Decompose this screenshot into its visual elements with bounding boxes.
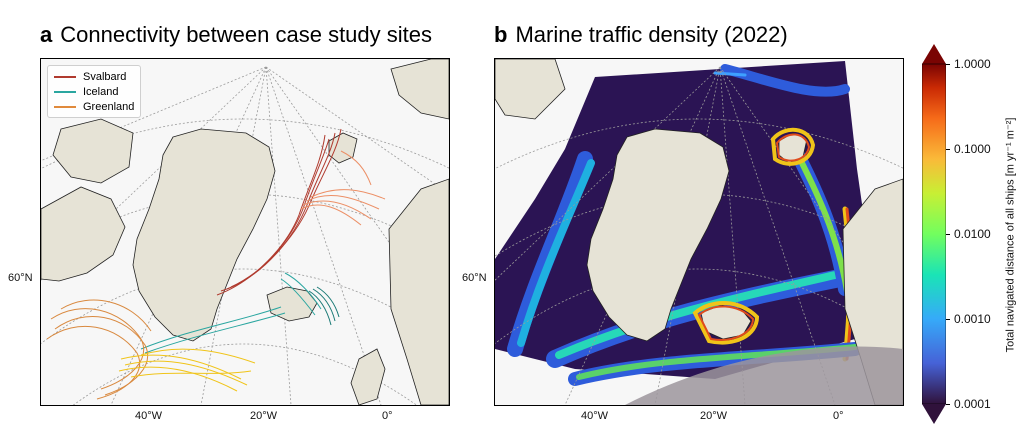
panel-b-map	[494, 58, 904, 406]
legend-label-greenland: Greenland	[83, 100, 135, 113]
panel-b-lon-label-40w: 40°W	[581, 410, 609, 422]
iceland-landmass	[266, 286, 318, 322]
masked-region	[625, 346, 903, 405]
panel-a-legend: Svalbard Iceland Greenland	[47, 65, 142, 118]
legend-swatch-iceland	[54, 90, 76, 93]
colorbar-label: Total navigated distance of all ships [m…	[1004, 117, 1017, 353]
colorbar-extend-top	[922, 44, 946, 64]
colorbar-body	[921, 63, 947, 405]
legend-item-svalbard: Svalbard	[54, 69, 134, 84]
colorbar-tickmark-0-1	[946, 149, 950, 150]
legend-swatch-svalbard	[54, 75, 76, 78]
colorbar-tickmark-0-0001	[946, 404, 950, 405]
colorbar	[921, 44, 947, 424]
panel-b-title-text: Marine traffic density (2022)	[515, 22, 788, 47]
panel-a-lon-label-0: 0°	[382, 410, 393, 422]
greenland-trajectories	[46, 299, 256, 400]
colorbar-tickmark-1	[946, 64, 950, 65]
colorbar-svg	[921, 44, 947, 424]
scandinavia-landmass	[388, 178, 449, 405]
panel-b-lon-label-20w: 20°W	[700, 410, 728, 422]
panel-b-title: b Marine traffic density (2022)	[494, 22, 788, 48]
colorbar-tick-0-01: 0.0100	[954, 227, 991, 241]
panel-a-map-svg	[41, 59, 449, 405]
panel-b-map-svg	[495, 59, 903, 405]
nw-landmass	[390, 59, 449, 120]
panel-a-title-text: Connectivity between case study sites	[60, 22, 432, 47]
colorbar-tick-0-001: 0.0010	[954, 312, 991, 326]
panel-a-letter: a	[40, 22, 53, 47]
baffin-landmass	[52, 118, 134, 184]
svalbard-landmass	[328, 132, 358, 164]
panel-a-lon-label-40w: 40°W	[135, 410, 163, 422]
panel-b-letter: b	[494, 22, 508, 47]
panel-a-land	[41, 59, 449, 405]
legend-item-iceland: Iceland	[54, 84, 134, 99]
colorbar-tick-0-0001: 0.0001	[954, 397, 991, 411]
panel-a-title: a Connectivity between case study sites	[40, 22, 432, 48]
canada-landmass	[41, 186, 126, 282]
legend-label-iceland: Iceland	[83, 85, 119, 98]
legend-item-greenland: Greenland	[54, 99, 134, 114]
panel-a-lon-label-20w: 20°W	[250, 410, 278, 422]
colorbar-tickmark-0-001	[946, 319, 950, 320]
colorbar-tick-1: 1.0000	[954, 57, 991, 71]
colorbar-tickmark-0-01	[946, 234, 950, 235]
island-highlights	[692, 128, 816, 345]
panel-a-map: Svalbard Iceland Greenland	[40, 58, 450, 406]
greenland-landmass	[132, 128, 276, 342]
panel-a-lat-label: 60°N	[8, 272, 33, 284]
colorbar-extend-bottom	[922, 404, 946, 424]
legend-label-svalbard: Svalbard	[83, 70, 127, 83]
colorbar-tick-0-1: 0.1000	[954, 142, 991, 156]
legend-swatch-greenland	[54, 105, 76, 108]
canada-landmass	[495, 59, 566, 120]
britain-landmass	[350, 348, 386, 405]
greenland-landmass	[586, 128, 730, 342]
iceland-trajectories	[140, 272, 340, 354]
svalbard-trajectories	[216, 128, 386, 296]
panel-b-lon-label-0: 0°	[833, 410, 844, 422]
panel-b-lat-label: 60°N	[462, 272, 487, 284]
